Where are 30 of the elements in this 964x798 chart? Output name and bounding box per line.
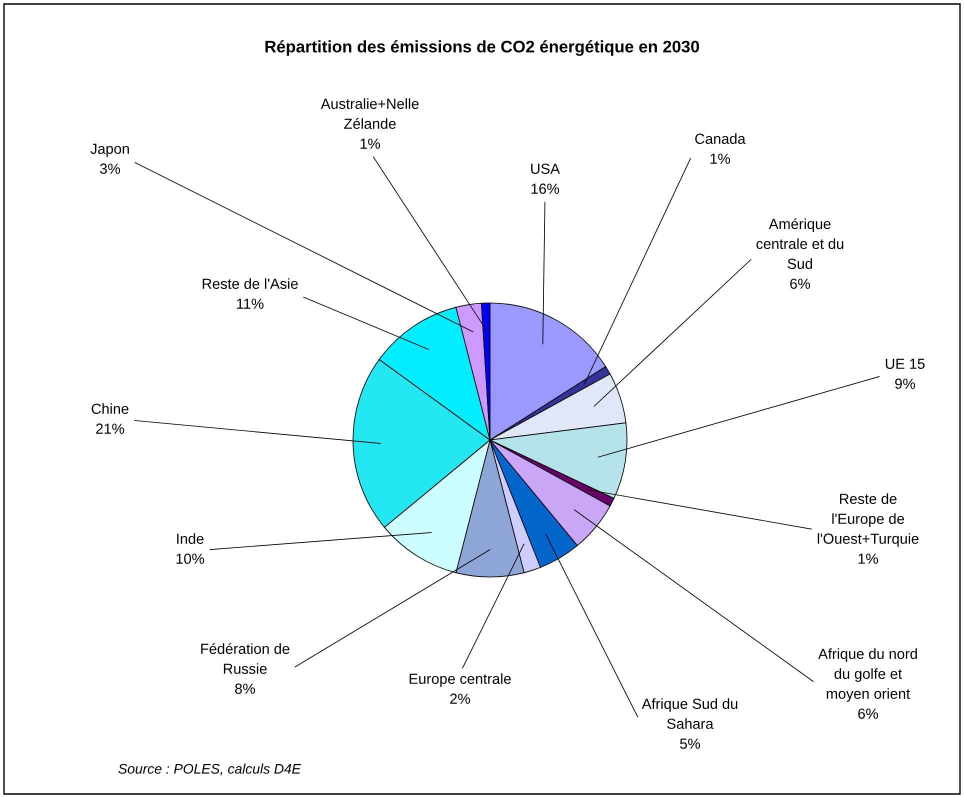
data-label: 2% [450, 694, 470, 704]
data-label: 1% [710, 154, 730, 164]
data-label: 9% [895, 378, 916, 389]
slice-label: UE 15 [886, 358, 925, 369]
slice-label: Reste de l'Europe de l'Ouest+Turquie [818, 493, 919, 547]
data-label: 1% [360, 138, 380, 149]
slice-label: Inde [177, 533, 204, 544]
data-label: 11% [237, 298, 264, 309]
slice-label: Fédération de Russie [201, 643, 290, 674]
slice-label: Japon [90, 144, 129, 157]
data-label: 6% [858, 708, 878, 719]
slice-label: Canada [695, 133, 746, 144]
data-label: 5% [680, 738, 700, 749]
slice-label: Chine [92, 403, 128, 414]
slice-label: Afrique du nord du golfe et moyen orient [818, 648, 917, 702]
slice-label: USA [531, 164, 560, 174]
data-label: 1% [858, 554, 878, 564]
slice-label: Reste de l'Asie [202, 278, 298, 289]
data-label: 8% [235, 684, 256, 694]
data-label: 3% [100, 164, 120, 174]
source-note: Source : POLES, calculs D4E [118, 764, 302, 776]
slice-label: Amérique centrale et du Sud [756, 218, 844, 269]
data-label: 16% [532, 184, 560, 194]
slice-label: Afrique Sud du Sahara [642, 698, 738, 729]
data-label: 21% [96, 424, 124, 434]
slice-label: Europe centrale [410, 673, 511, 687]
data-label: 10% [176, 554, 204, 564]
chart-title: Répartition des émissions de CO2 énergétique en 2030 [265, 40, 699, 56]
data-label: 6% [790, 278, 810, 289]
slice-label: Australie+Nelle Zélande [320, 98, 419, 129]
